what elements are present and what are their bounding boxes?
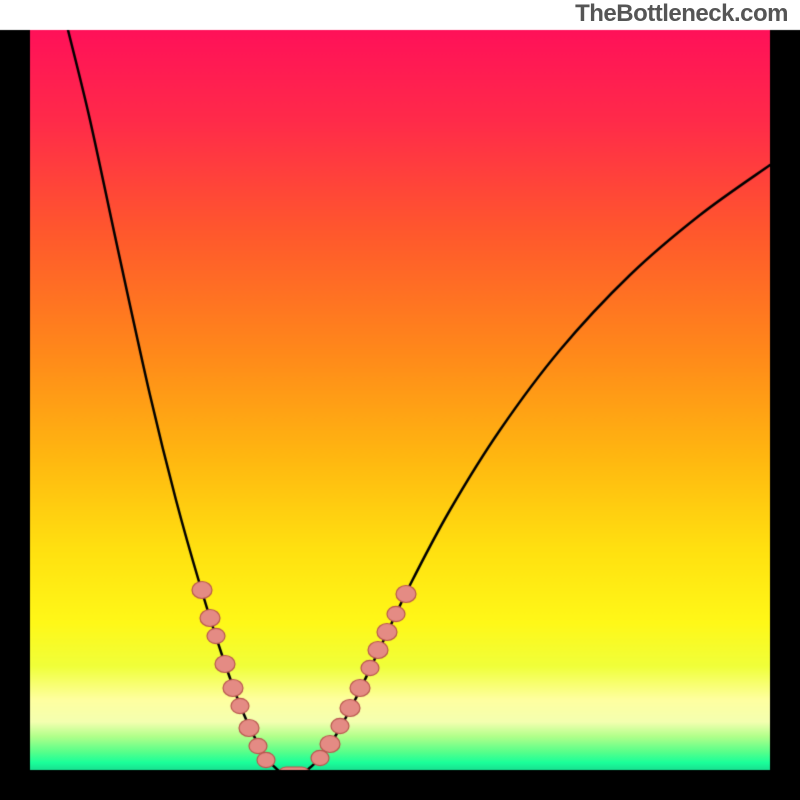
bottleneck-chart-canvas [0, 0, 800, 800]
chart-container: TheBottleneck.com [0, 0, 800, 800]
